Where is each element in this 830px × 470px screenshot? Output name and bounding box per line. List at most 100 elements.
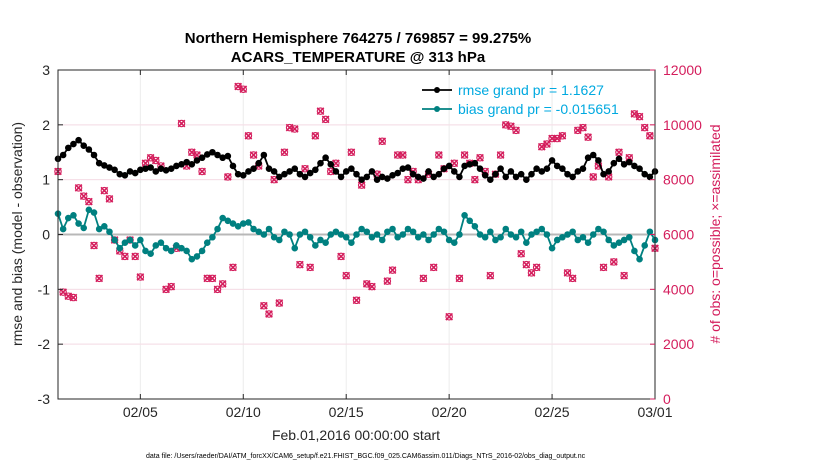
chart-title-line2: ACARS_TEMPERATURE @ 313 hPa <box>231 49 486 66</box>
y-right-tick-label: 8000 <box>663 172 694 188</box>
obs-assimilated-marker <box>177 119 186 128</box>
obs-assimilated-marker <box>85 197 93 206</box>
bias-point <box>322 239 329 247</box>
rmse-point <box>523 176 530 183</box>
obs-possible-marker <box>615 148 623 157</box>
obs-assimilated-marker <box>558 131 567 140</box>
rmse-point <box>358 176 365 183</box>
obs-assimilated-marker <box>131 252 140 261</box>
bias-point <box>178 244 185 252</box>
obs-assimilated-marker <box>337 252 345 261</box>
rmse-point <box>286 168 293 175</box>
obs-possible-marker <box>177 119 186 128</box>
bias-point <box>595 225 602 233</box>
x-axis-label: Feb.01,2016 00:00:00 start <box>272 427 440 443</box>
obs-possible-marker <box>290 125 299 133</box>
obs-possible-marker <box>239 85 248 93</box>
rmse-point <box>420 175 427 182</box>
obs-assimilated-marker <box>306 263 315 272</box>
rmse-point <box>610 159 618 167</box>
bias-point <box>214 225 221 233</box>
bias-point <box>589 231 597 238</box>
obs-possible-marker <box>265 310 273 318</box>
legend-marker <box>434 87 440 93</box>
x-tick-layer: 02/05 02/10 02/15 02/20 02/25 03/01 <box>123 70 673 420</box>
obs-possible-marker <box>69 293 78 302</box>
obs-possible-marker <box>404 175 412 184</box>
obs-assimilated-marker <box>90 241 98 250</box>
rmse-point <box>430 173 437 181</box>
obs-assimilated-marker <box>568 274 577 283</box>
bias-point <box>641 242 649 249</box>
obs-assimilated-marker <box>378 137 387 146</box>
obs-assimilated-marker <box>321 115 330 124</box>
bias-point <box>296 231 304 238</box>
rmse-point <box>116 170 124 178</box>
obs-assimilated-marker <box>100 186 109 195</box>
obs-possible-marker <box>507 122 515 130</box>
rmse-point <box>471 159 479 167</box>
y-axis-left-label: rmse and bias (model - observation) <box>9 122 25 346</box>
bias-point <box>378 236 386 244</box>
series-layer <box>54 136 659 263</box>
rmse-point <box>64 144 72 152</box>
bias-point <box>533 228 540 236</box>
obs-assimilated-marker <box>620 271 628 280</box>
obs-possible-marker <box>543 140 551 148</box>
y-right-tick-label: 4000 <box>663 281 694 297</box>
y-right-tick-layer: 0 2000 4000 6000 8000 10000 12000 <box>650 62 702 407</box>
bias-point <box>636 255 643 263</box>
bias-point <box>502 225 510 233</box>
obs-possible-marker <box>59 288 67 296</box>
rmse-point <box>450 168 458 175</box>
obs-possible-marker <box>471 175 479 184</box>
obs-possible-marker <box>311 132 320 140</box>
obs-assimilated-marker <box>609 258 618 266</box>
bias-point <box>579 233 587 241</box>
rmse-point <box>605 168 612 175</box>
bias-point <box>600 228 607 236</box>
rmse-point <box>631 162 638 170</box>
obs-possible-marker <box>229 263 237 272</box>
bias-point <box>59 225 67 233</box>
bias-point <box>456 231 463 238</box>
bias-point <box>245 219 252 226</box>
rmse-point <box>80 142 88 149</box>
y-left-tick-layer: -3 -2 -1 0 1 2 3 <box>38 62 63 407</box>
obs-assimilated-marker <box>326 167 335 176</box>
y-left-tick-label: 3 <box>42 62 50 78</box>
bias-point <box>116 244 124 252</box>
obs-possible-marker <box>589 173 597 181</box>
y-left-tick-label: -3 <box>38 391 51 407</box>
bias-point <box>306 233 314 241</box>
obs-possible-marker <box>532 263 541 272</box>
obs-assimilated-marker <box>383 277 392 285</box>
obs-possible-marker <box>450 159 459 167</box>
bias-point <box>625 233 633 241</box>
bias-point <box>167 247 175 255</box>
bias-point <box>301 228 309 236</box>
obs-assimilated-marker <box>296 260 304 269</box>
obs-assimilated-marker <box>275 299 284 307</box>
bias-point <box>523 239 530 247</box>
rmse-point <box>559 165 566 172</box>
rmse-point <box>260 151 268 159</box>
obs-assimilated-marker <box>434 151 443 159</box>
obs-assimilated-marker <box>223 173 232 181</box>
x-tick-label: 02/15 <box>329 404 364 420</box>
obs-assimilated-marker <box>388 266 397 275</box>
obs-possible-marker <box>558 132 567 140</box>
rmse-point <box>342 168 350 175</box>
rmse-point <box>553 162 561 170</box>
rmse-point <box>507 168 515 175</box>
y-right-tick-label: 0 <box>663 391 671 407</box>
rmse-point <box>548 157 556 164</box>
obs-possible-marker <box>435 151 443 159</box>
bias-point <box>270 233 278 241</box>
chart-title-line1: Northern Hemisphere 764275 / 769857 = 99… <box>185 30 531 47</box>
bias-point <box>507 231 515 238</box>
bias-point <box>162 244 170 252</box>
bias-point <box>430 231 437 238</box>
obs-assimilated-marker <box>74 184 83 192</box>
rmse-point <box>481 171 489 179</box>
